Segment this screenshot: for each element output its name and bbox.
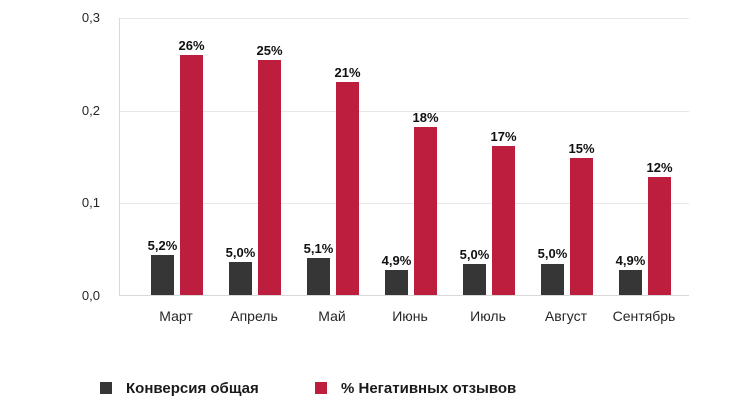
bar-value-label: 15% bbox=[568, 140, 595, 156]
legend-swatch-conversion bbox=[100, 382, 112, 394]
bar-negative-reviews bbox=[258, 59, 281, 295]
y-axis-tick-label: 0,0 bbox=[81, 288, 100, 303]
bar-negative-reviews bbox=[180, 55, 203, 295]
legend-label-conversion: Конверсия общая bbox=[126, 379, 259, 397]
legend-item-negative-reviews: % Негативных отзывов bbox=[315, 376, 516, 400]
bar-conversion bbox=[463, 263, 486, 295]
bar-value-label: 21% bbox=[334, 64, 361, 80]
bar-negative-reviews bbox=[648, 177, 671, 295]
x-axis-category-label: Март bbox=[159, 308, 193, 324]
bar-conversion bbox=[619, 269, 642, 295]
y-axis-tick-label: 0,3 bbox=[81, 10, 100, 25]
bar-value-label: 5,0% bbox=[537, 246, 568, 262]
bar-value-label: 5,0% bbox=[225, 244, 256, 260]
bar-value-label: 5,2% bbox=[147, 238, 178, 254]
legend-label-negative-reviews: % Негативных отзывов bbox=[341, 379, 517, 397]
bar-conversion bbox=[229, 261, 252, 295]
chart-legend: Конверсия общая % Негативных отзывов bbox=[0, 376, 754, 400]
x-axis-category-label: Сентябрь bbox=[612, 308, 676, 324]
y-axis-tick-label: 0,2 bbox=[81, 102, 100, 118]
bar-value-label: 5,1% bbox=[303, 240, 334, 256]
bar-value-label: 4,9% bbox=[381, 252, 412, 268]
bar-negative-reviews bbox=[336, 81, 359, 295]
gridline bbox=[120, 203, 689, 205]
bar-conversion bbox=[307, 257, 330, 295]
bar-conversion bbox=[151, 255, 174, 295]
gridline bbox=[120, 18, 689, 19]
bar-value-label: 26% bbox=[178, 37, 205, 53]
bar-value-label: 4,9% bbox=[615, 252, 646, 268]
x-axis-category-label: Апрель bbox=[230, 308, 278, 324]
bar-conversion bbox=[541, 263, 564, 295]
bar-value-label: 5,0% bbox=[459, 246, 490, 262]
bar-value-label: 12% bbox=[646, 160, 673, 176]
x-axis-category-label: Июнь bbox=[392, 308, 428, 324]
bar-value-label: 18% bbox=[412, 110, 439, 126]
x-axis-category-label: Май bbox=[318, 308, 346, 324]
bar-value-label: 25% bbox=[256, 42, 283, 58]
x-axis-category-label: Август bbox=[544, 308, 588, 324]
bar-negative-reviews bbox=[570, 157, 593, 295]
legend-item-conversion: Конверсия общая bbox=[100, 376, 259, 400]
plot-area: 5,2% 26% 5,0% 25% 5,1% 21% 4,9% 18% 5,0% 17% 5,0% 1… bbox=[119, 18, 689, 296]
x-axis-category-label: Июль bbox=[470, 308, 506, 324]
legend-swatch-negative-reviews bbox=[315, 382, 327, 394]
y-axis-tick-label: 0,1 bbox=[81, 195, 100, 211]
bar-negative-reviews bbox=[492, 145, 515, 295]
bar-value-label: 17% bbox=[490, 128, 517, 144]
bar-negative-reviews bbox=[414, 127, 437, 295]
bar-conversion bbox=[385, 269, 408, 295]
gridline bbox=[120, 110, 689, 112]
